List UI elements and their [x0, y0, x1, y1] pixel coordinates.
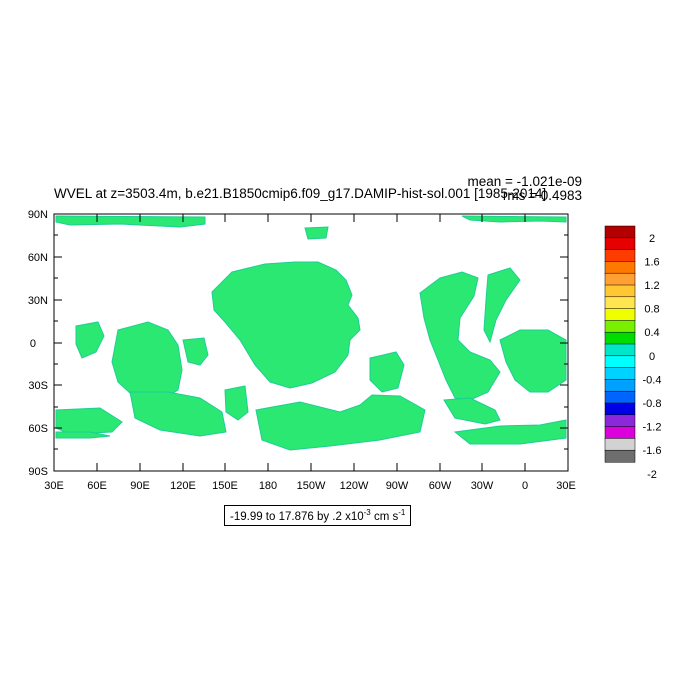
lon-label-30w: 30W [471, 480, 494, 492]
lat-label-0: 0 [30, 338, 36, 350]
colorbar-swatch [604, 343, 636, 357]
colorbar-label: 1.2 [644, 280, 659, 292]
lon-label-30e-west: 30E [44, 480, 64, 492]
colorbar: 2 1.6 1.2 0.8 0.4 0 -0.4 -0.8 -1.2 -1.6 -2 [604, 225, 662, 481]
colorbar-label: -0.4 [643, 374, 662, 386]
colorbar-swatch [604, 449, 636, 463]
colorbar-label: 0 [649, 351, 655, 363]
colorbar-swatch [604, 237, 636, 251]
bay-patch [182, 337, 209, 366]
rms-label: rms = 0.4983 [502, 188, 582, 203]
colorbar-swatch [604, 367, 636, 380]
lat-label-60s: 60S [28, 423, 48, 435]
colorbar-label: 1.6 [644, 256, 659, 268]
lon-label-150w: 150W [297, 480, 326, 492]
colorbar-label: -1.2 [643, 422, 662, 434]
contour-range-label: -19.99 to 17.876 by .2 x10-3 cm s-1 [224, 505, 412, 526]
colorbar-label: 2 [649, 233, 655, 245]
arctic-patch [304, 226, 329, 240]
lat-label-90s: 90S [28, 466, 48, 478]
latitude-axis [54, 213, 568, 472]
lon-label-180: 180 [259, 480, 277, 492]
colorbar-swatch [604, 272, 636, 286]
colorbar-swatch [604, 379, 636, 392]
east-pacific-patch [369, 351, 405, 393]
colorbar-swatch [604, 414, 636, 428]
lon-label-60w: 60W [429, 480, 452, 492]
southern-ocean-3 [255, 394, 426, 451]
lat-label-90n: 90N [28, 209, 48, 221]
lon-label-120w: 120W [340, 480, 369, 492]
lon-label-90e: 90E [130, 480, 150, 492]
lon-label-30e-east: 30E [556, 480, 576, 492]
colorbar-swatch [604, 438, 636, 451]
colorbar-label: -2 [647, 469, 657, 481]
colorbar-swatch [604, 320, 636, 333]
lat-label-30n: 30N [28, 295, 48, 307]
arctic-strip-east [461, 215, 567, 223]
atlantic-north-east [483, 267, 521, 344]
arctic-strip-west [55, 215, 206, 228]
lon-label-150e: 150E [212, 480, 238, 492]
atlantic [419, 271, 501, 401]
southern-ocean-6 [55, 431, 111, 439]
lon-label-60e: 60E [87, 480, 107, 492]
lat-label-60n: 60N [28, 252, 48, 264]
lon-label-90w: 90W [386, 480, 409, 492]
southern-ocean-5 [453, 419, 567, 445]
colorbar-label: -0.8 [643, 398, 662, 410]
southern-ocean-4 [443, 397, 501, 425]
colorbar-swatch [604, 249, 636, 262]
colorbar-swatch [604, 355, 636, 369]
colorbar-swatch [604, 261, 636, 274]
colorbar-swatch [604, 426, 636, 439]
longitude-axis [53, 214, 569, 471]
arabian-sea [75, 321, 105, 359]
latitude-labels: 90N 60N 30N 0 30S 60S 90S [28, 209, 48, 478]
colorbar-label: 0.4 [644, 327, 659, 339]
colorbar-swatch [604, 296, 636, 310]
plot-title: WVEL at z=3503.4m, b.e21.B1850cmip6.f09_… [54, 186, 547, 201]
lon-label-120e: 120E [170, 480, 196, 492]
ocean-field [55, 215, 567, 451]
colorbar-swatch [604, 308, 636, 321]
tasman-patch [224, 385, 249, 421]
colorbar-swatch [604, 284, 636, 298]
southern-ocean-2 [129, 391, 227, 437]
colorbar-swatch [604, 402, 636, 416]
colorbar-label: 0.8 [644, 304, 659, 316]
longitude-labels: 30E 60E 90E 120E 150E 180 150W 120W 90W … [44, 480, 576, 492]
lat-label-30s: 30S [28, 380, 48, 392]
mean-label: mean = -1.021e-09 [467, 174, 582, 189]
east-atlantic [499, 329, 567, 393]
colorbar-swatch [604, 390, 636, 404]
lon-label-0: 0 [522, 480, 528, 492]
colorbar-label: -1.6 [643, 445, 662, 457]
pacific-north [211, 261, 361, 389]
colorbar-swatch [604, 225, 636, 239]
colorbar-swatch [604, 331, 636, 345]
